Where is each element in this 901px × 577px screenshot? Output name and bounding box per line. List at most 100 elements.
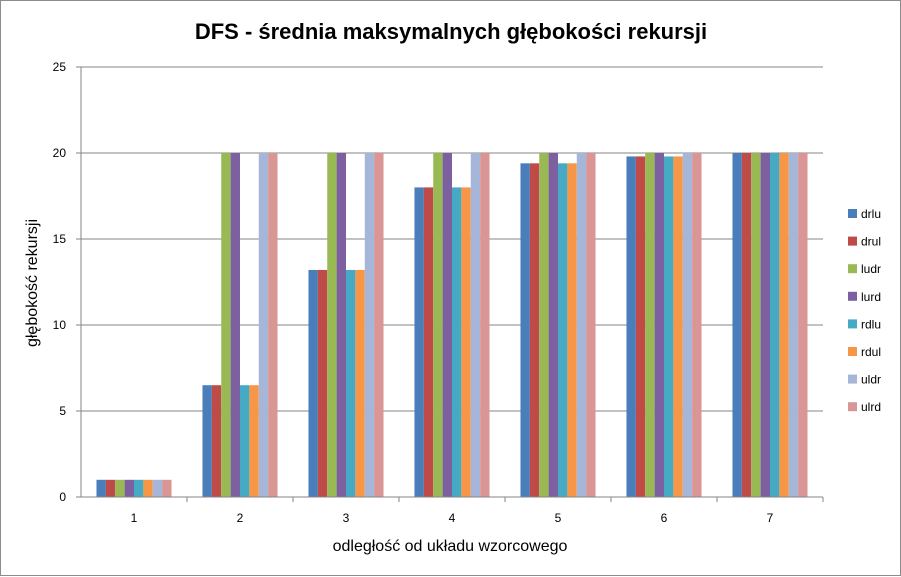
bar-rdlu-4 — [452, 187, 462, 497]
legend-item-drul: drul — [848, 235, 881, 249]
x-tick-label: 4 — [449, 511, 456, 525]
bar-drul-5 — [529, 163, 540, 497]
bar-drlu-5 — [520, 163, 530, 497]
bar-drul-4 — [423, 187, 434, 497]
bar-rdul-5 — [567, 163, 577, 497]
bar-ludr-7 — [751, 153, 761, 497]
legend-item-uldr: uldr — [848, 373, 881, 387]
bar-ludr-1 — [115, 479, 125, 497]
bar-ludr-6 — [645, 153, 655, 497]
bar-ulrd-5 — [586, 153, 596, 497]
x-tick-label: 1 — [131, 511, 138, 525]
bar-uldr-5 — [576, 153, 587, 497]
bar-drul-1 — [105, 479, 116, 497]
legend-item-drlu: drlu — [848, 207, 881, 221]
x-tick-label: 5 — [555, 511, 562, 525]
legend-label: rdlu — [861, 317, 881, 331]
bar-uldr-1 — [152, 479, 163, 497]
bar-ulrd-3 — [374, 153, 384, 497]
x-tick-label: 6 — [661, 511, 668, 525]
bar-rdul-4 — [461, 187, 471, 497]
y-tick-label: 25 — [53, 60, 67, 74]
legend-swatch — [848, 236, 857, 246]
legend-swatch — [848, 209, 857, 218]
bar-ulrd-7 — [798, 153, 808, 497]
bar-drul-2 — [211, 385, 222, 497]
bar-ulrd-4 — [480, 153, 490, 497]
y-tick-label: 10 — [53, 318, 67, 332]
legend-item-ulrd: ulrd — [848, 400, 881, 414]
bars — [96, 153, 808, 497]
bar-rdlu-1 — [134, 479, 144, 497]
x-tick-label: 2 — [237, 511, 244, 525]
bar-drlu-6 — [626, 156, 636, 497]
bar-lurd-7 — [760, 153, 770, 497]
axes: 0 5 10 15 20 25 1 2 3 4 5 6 7 — [53, 60, 824, 525]
bar-drul-6 — [635, 156, 646, 497]
legend-item-ludr: ludr — [848, 262, 881, 276]
bar-uldr-3 — [364, 153, 375, 497]
bar-ulrd-6 — [692, 153, 702, 497]
bar-uldr-6 — [682, 153, 693, 497]
chart-title: DFS - średnia maksymalnych głębokości re… — [195, 19, 707, 44]
legend-swatch — [848, 264, 857, 274]
bar-lurd-1 — [124, 479, 134, 497]
legend-label: drlu — [861, 207, 881, 221]
bar-drlu-2 — [202, 385, 212, 497]
bar-uldr-7 — [788, 153, 799, 497]
legend-label: lurd — [861, 290, 881, 304]
y-axis-label: głębokość rekursji — [24, 219, 41, 347]
bar-rdlu-6 — [664, 156, 674, 497]
x-tick-label: 3 — [343, 511, 350, 525]
bar-drlu-1 — [96, 479, 106, 497]
legend-label: ludr — [861, 262, 881, 276]
legend-label: ulrd — [861, 400, 881, 414]
bar-rdul-6 — [673, 156, 683, 497]
legend-label: rdul — [861, 345, 881, 359]
bar-rdul-1 — [143, 479, 153, 497]
bar-ludr-5 — [539, 153, 549, 497]
legend-swatch — [848, 402, 857, 412]
bar-uldr-4 — [470, 153, 481, 497]
bar-rdul-7 — [779, 153, 789, 497]
x-tick-label: 7 — [767, 511, 774, 525]
legend-swatch — [848, 374, 857, 384]
bar-lurd-6 — [654, 153, 664, 497]
y-tick-label: 0 — [59, 490, 66, 504]
bar-rdul-2 — [249, 385, 259, 497]
legend-item-rdul: rdul — [848, 345, 881, 359]
bar-ulrd-2 — [268, 153, 278, 497]
legend-item-rdlu: rdlu — [848, 317, 881, 331]
bar-drul-7 — [741, 153, 752, 497]
x-axis-label: odległość od układu wzorcowego — [333, 538, 568, 555]
bar-rdul-3 — [355, 269, 365, 497]
bar-rdlu-3 — [346, 269, 356, 497]
bar-ludr-3 — [327, 153, 337, 497]
legend: drlu drul ludr lurd rdlu rdul uldr ulrd — [848, 207, 881, 414]
y-tick-label: 5 — [59, 404, 66, 418]
bar-rdlu-5 — [558, 163, 568, 497]
legend-item-lurd: lurd — [848, 290, 881, 304]
legend-swatch — [848, 347, 857, 356]
bar-lurd-4 — [442, 153, 452, 497]
bar-lurd-2 — [230, 153, 240, 497]
y-tick-label: 15 — [53, 232, 67, 246]
legend-label: drul — [861, 235, 881, 249]
bar-drlu-3 — [308, 269, 318, 497]
legend-swatch — [848, 319, 857, 329]
bar-ulrd-1 — [162, 479, 172, 497]
bar-drul-3 — [317, 269, 328, 497]
bar-lurd-3 — [336, 153, 346, 497]
legend-swatch — [848, 291, 857, 301]
legend-label: uldr — [861, 373, 881, 387]
bar-drlu-4 — [414, 187, 424, 497]
bar-uldr-2 — [258, 153, 269, 497]
bar-lurd-5 — [548, 153, 558, 497]
bar-drlu-7 — [732, 153, 742, 497]
bar-rdlu-7 — [770, 153, 780, 497]
y-tick-label: 20 — [53, 146, 67, 160]
bar-rdlu-2 — [240, 385, 250, 497]
bar-ludr-2 — [221, 153, 231, 497]
